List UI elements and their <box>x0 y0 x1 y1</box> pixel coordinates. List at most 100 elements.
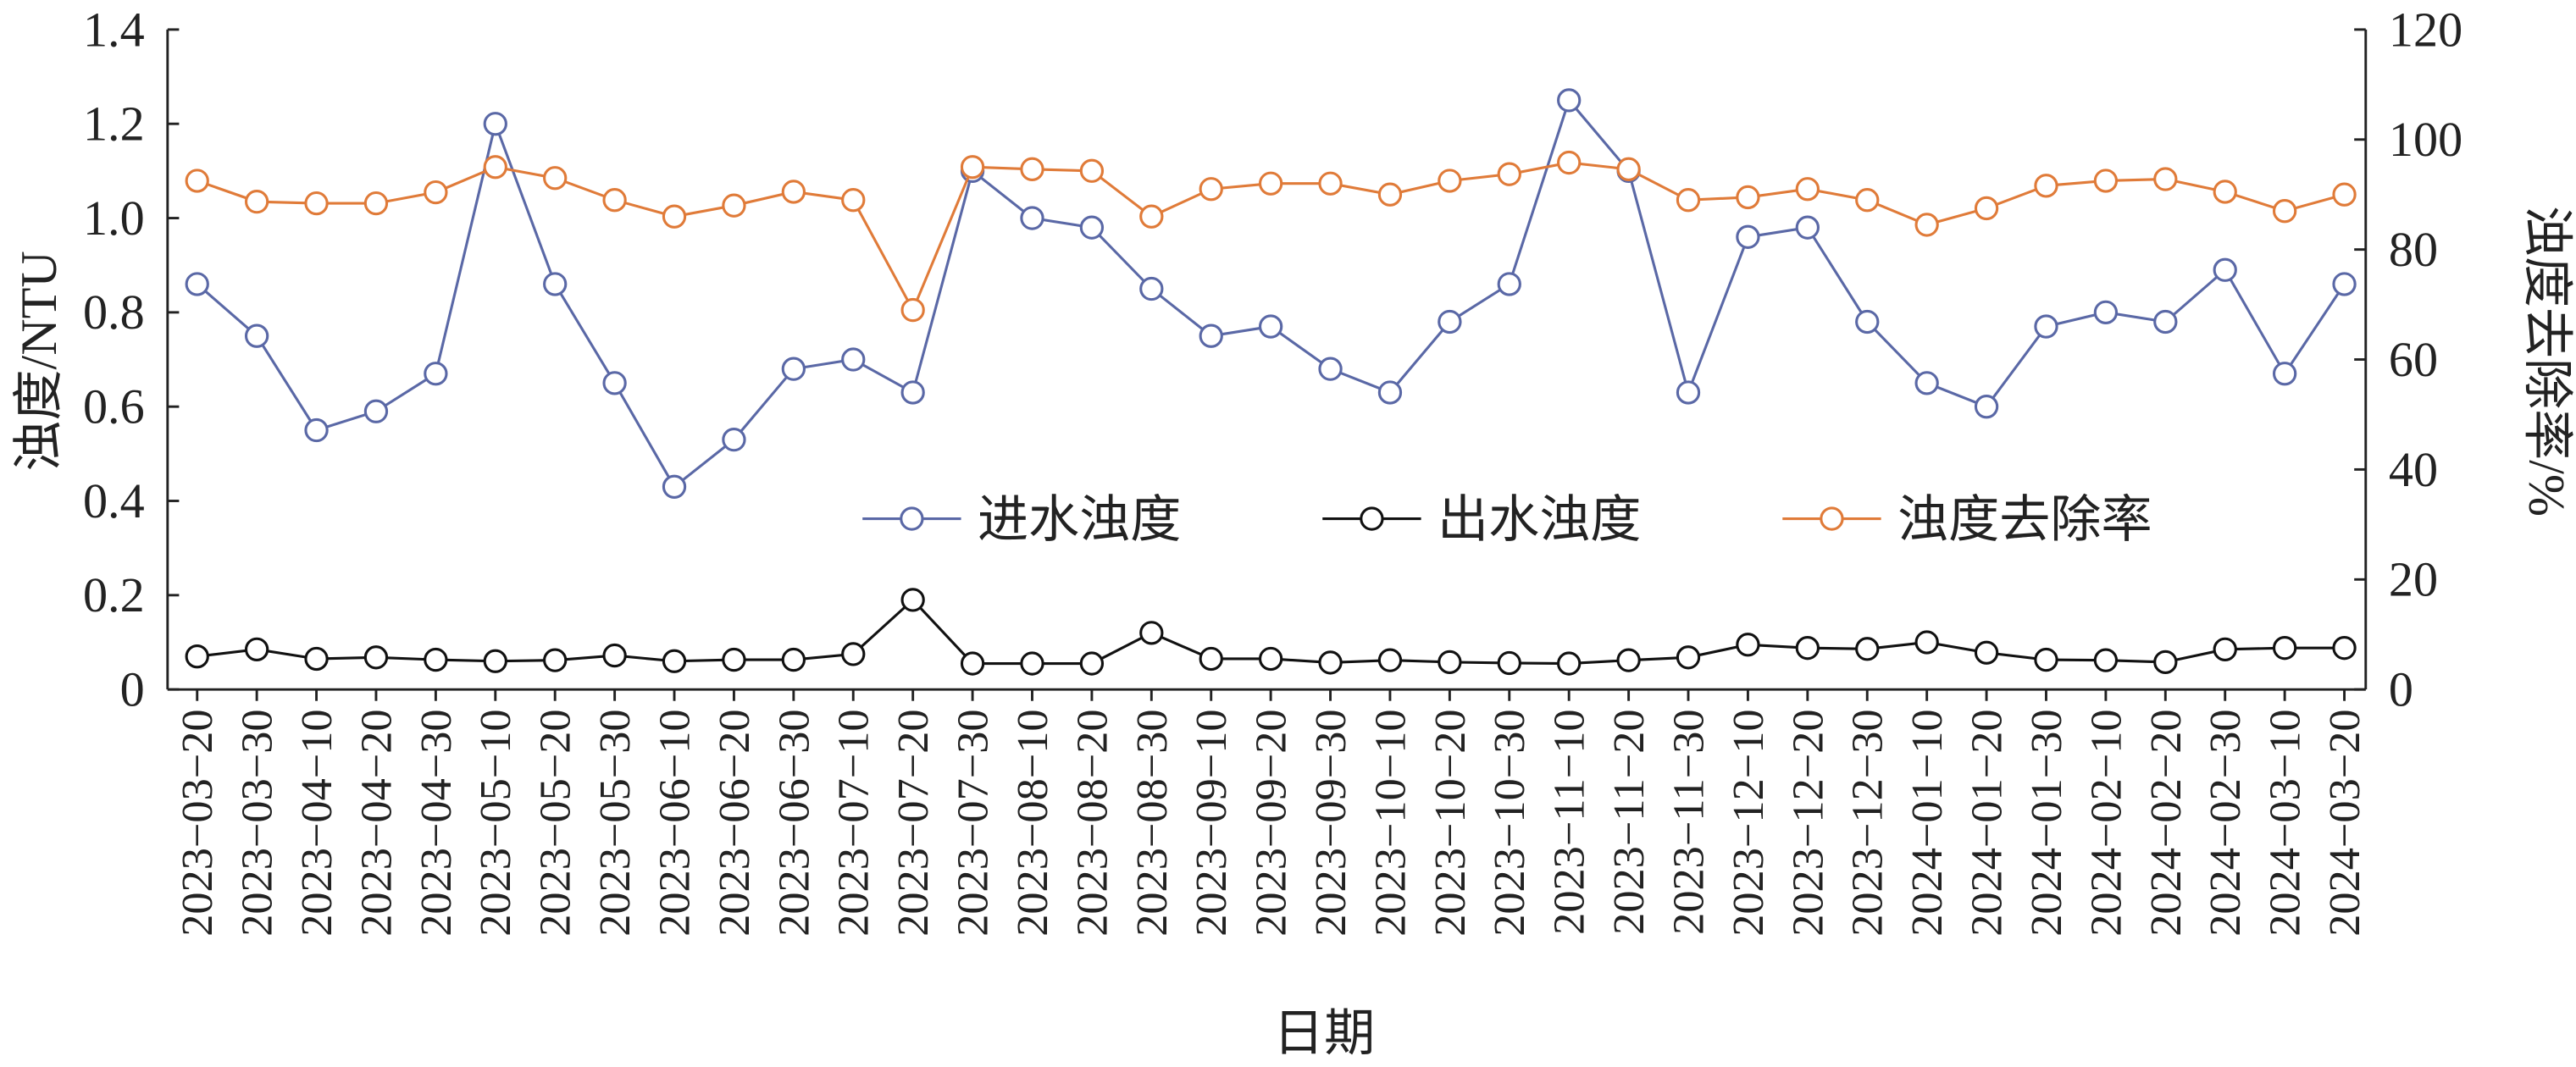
point <box>1855 637 1880 661</box>
point <box>1795 636 1820 661</box>
point <box>1079 215 1105 240</box>
point <box>424 362 448 386</box>
point <box>363 399 389 423</box>
point <box>602 371 627 395</box>
point <box>2272 199 2297 224</box>
point <box>722 193 746 218</box>
y2-tick-label: 0 <box>2389 662 2413 717</box>
point <box>1199 177 1223 202</box>
y-tick-label: 1.4 <box>83 2 145 57</box>
point <box>1974 640 1999 665</box>
y-tick-label: 0.6 <box>83 379 145 434</box>
point <box>244 323 269 348</box>
y2-tick-label: 60 <box>2389 332 2438 387</box>
x-tick-label: 2023−11−20 <box>1604 709 1654 934</box>
x-tick-label: 2023−04−20 <box>352 709 401 936</box>
point <box>185 644 209 669</box>
y-tick-label: 0.2 <box>83 567 145 622</box>
legend-marker <box>1820 506 1844 531</box>
point <box>2153 650 2178 675</box>
point <box>1557 150 1582 175</box>
point <box>1557 651 1582 676</box>
point <box>1676 645 1701 670</box>
point <box>483 155 507 180</box>
x-tick-label: 2024−03−10 <box>2261 709 2310 936</box>
x-tick-label: 2024−02−20 <box>2141 709 2191 936</box>
point <box>900 380 925 405</box>
point <box>1497 650 1521 676</box>
point <box>304 646 329 672</box>
point <box>1199 646 1223 672</box>
legend-label: 进水浊度 <box>978 492 1181 549</box>
point <box>900 588 925 612</box>
point <box>2213 257 2237 282</box>
y-axis-title: 浊度/NTU <box>11 251 68 471</box>
point <box>424 647 448 672</box>
point <box>1377 648 1403 672</box>
point <box>1318 650 1343 675</box>
point <box>960 155 985 180</box>
point <box>1795 177 1820 202</box>
point <box>1318 171 1343 196</box>
x-tick-label: 2023−12−30 <box>1843 709 1892 936</box>
x-tick-label: 2024−03−20 <box>2320 709 2369 936</box>
x-tick-label: 2023−07−10 <box>829 709 878 936</box>
point <box>1020 157 1044 181</box>
point <box>543 166 568 191</box>
point <box>1438 309 1462 334</box>
x-tick-label: 2023−05−10 <box>471 709 520 936</box>
point <box>1497 162 1521 186</box>
legend-marker <box>900 506 924 531</box>
point <box>1736 185 1760 210</box>
point <box>2332 636 2357 661</box>
x-tick-label: 2024−01−30 <box>2022 709 2071 936</box>
point <box>1139 621 1164 645</box>
legend-label: 出水浊度 <box>1438 492 1641 549</box>
point <box>662 204 687 229</box>
x-tick-label: 2023−05−20 <box>531 709 580 936</box>
x-tick-label: 2024−01−20 <box>1963 709 2012 936</box>
point <box>424 180 448 205</box>
y2-tick-label: 20 <box>2389 552 2438 607</box>
point <box>602 188 627 213</box>
point <box>1139 204 1164 229</box>
x-tick-label: 2023−03−30 <box>233 709 282 936</box>
y2-tick-label: 80 <box>2389 222 2438 277</box>
x-tick-label: 2023−04−30 <box>412 709 461 936</box>
point <box>1079 651 1105 676</box>
x-tick-label: 2023−08−10 <box>1008 709 1057 936</box>
point <box>2332 182 2357 207</box>
x-tick-label: 2023−10−20 <box>1426 709 1475 936</box>
point <box>2213 180 2237 204</box>
point <box>543 648 568 672</box>
point <box>2034 174 2058 198</box>
point <box>543 272 568 296</box>
x-tick-label: 2023−08−30 <box>1127 709 1177 936</box>
y2-tick-label: 40 <box>2389 442 2438 497</box>
x-tick-label: 2023−10−30 <box>1485 709 1534 936</box>
y-tick-label: 0 <box>120 662 145 717</box>
x-tick-label: 2023−09−20 <box>1247 709 1296 936</box>
x-tick-label: 2024−02−30 <box>2201 709 2250 936</box>
legend-label: 浊度去除率 <box>1897 492 2152 549</box>
x-tick-label: 2023−11−30 <box>1664 709 1713 934</box>
point <box>1855 309 1880 334</box>
point <box>1974 395 1999 419</box>
point <box>1079 158 1105 183</box>
point <box>1914 213 1939 237</box>
point <box>722 647 746 672</box>
y-tick-label: 1.2 <box>83 97 145 152</box>
point <box>781 357 806 381</box>
x-tick-label: 2023−12−10 <box>1724 709 1773 936</box>
point <box>781 180 806 204</box>
point <box>1258 171 1283 196</box>
y-tick-label: 0.4 <box>83 473 145 528</box>
point <box>1020 651 1044 676</box>
point <box>2034 647 2058 672</box>
x-tick-label: 2023−08−20 <box>1067 709 1116 936</box>
series-line <box>196 97 2346 489</box>
point <box>1438 650 1462 675</box>
x-tick-label: 2023−12−20 <box>1783 709 1832 936</box>
point <box>1676 380 1701 405</box>
point <box>602 643 627 668</box>
